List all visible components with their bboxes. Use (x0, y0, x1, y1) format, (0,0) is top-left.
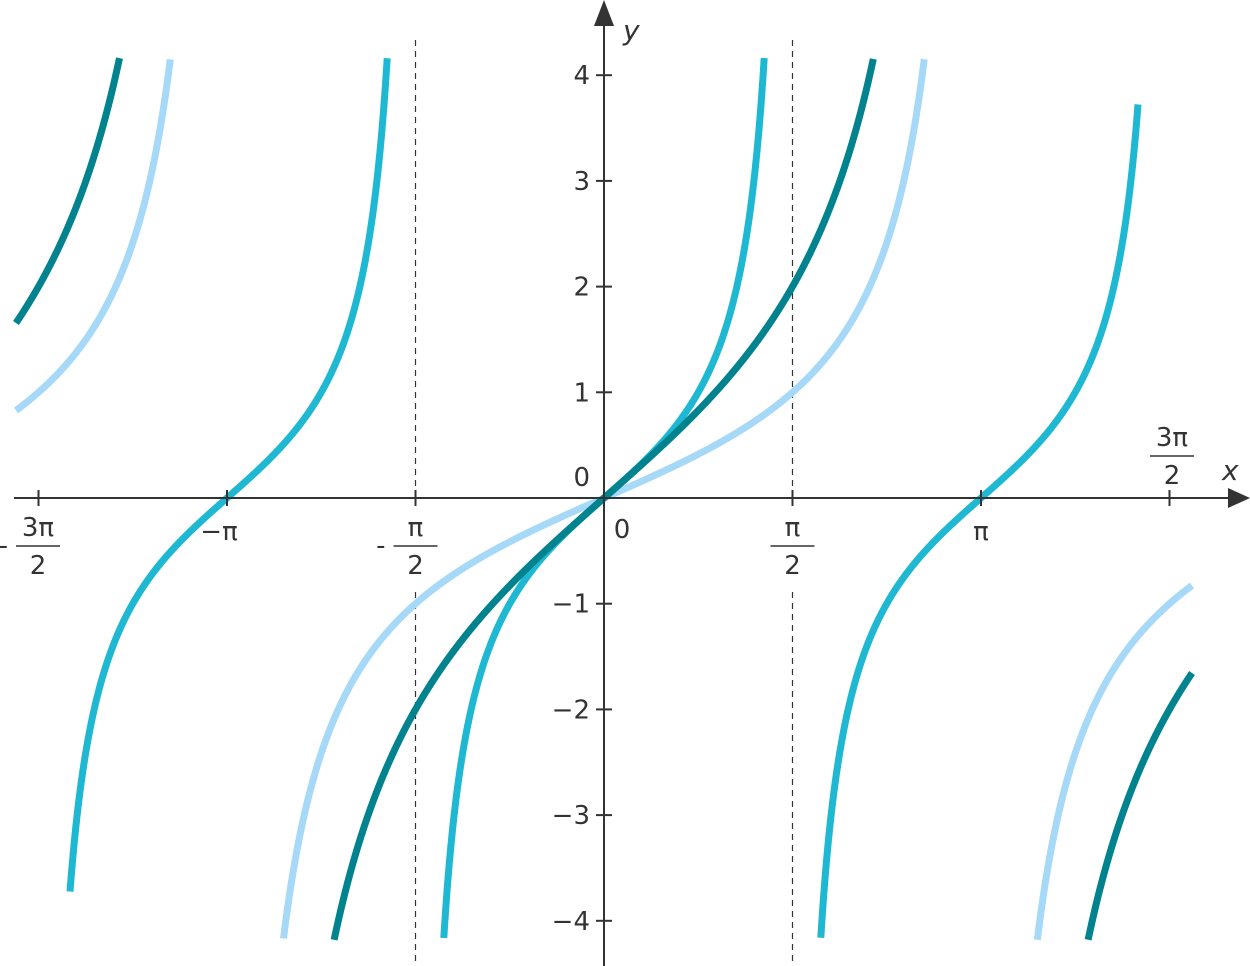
x-zero-label: 0 (614, 515, 631, 545)
y-tick-label-3: −1 (552, 590, 590, 620)
curve-layer (12, 55, 1196, 943)
y-tick-label-0: −4 (552, 907, 590, 937)
x-tick-fraction-numerator-2: π (408, 513, 424, 543)
series-2-branch-0 (12, 55, 123, 327)
x-tick-label-4: π (973, 517, 989, 547)
series-2-branch-2 (1084, 669, 1196, 943)
axis-layer: x y 0 0 (14, 0, 1250, 966)
asymptote-layer (414, 40, 794, 966)
x-tick-fraction-numerator-0: 3π (22, 513, 54, 543)
x-tick-fraction-sign-0: - (0, 531, 8, 561)
x-axis-title: x (1221, 454, 1239, 487)
x-tick-label-1: −π (200, 517, 237, 547)
x-tick-fraction-5: 3π2 (1150, 423, 1194, 491)
y-tick-label-6: 3 (573, 167, 590, 197)
y-axis-title: y (622, 14, 640, 47)
x-tick-fraction-numerator-5: 3π (1156, 423, 1188, 453)
x-tick-fraction-denominator-3: 2 (784, 551, 801, 581)
x-tick-fraction-2: π 2- (376, 513, 438, 581)
x-axis-arrow-icon (1228, 488, 1250, 508)
y-tick-label-5: 2 (573, 273, 590, 303)
x-tick-fraction-0: 3π 2- (0, 513, 60, 581)
y-tick-label-1: −3 (552, 801, 590, 831)
y-tick-label-7: 4 (573, 61, 590, 91)
x-tick-fraction-3: π2 (770, 513, 815, 581)
y-tick-label-2: −2 (552, 695, 590, 725)
y-axis-arrow-icon (594, 0, 614, 26)
y-zero-label: 0 (573, 463, 590, 493)
series-1-branch-0 (66, 57, 391, 893)
series-1-branch-2 (817, 103, 1142, 939)
series-0-branch-2 (1033, 582, 1196, 942)
y-tick-label-4: 1 (573, 378, 590, 408)
x-tick-fraction-denominator-2: 2 (407, 551, 424, 581)
x-tick-fraction-sign-2: - (376, 531, 385, 561)
x-tick-fraction-denominator-0: 2 (30, 551, 47, 581)
x-tick-fraction-numerator-3: π (785, 513, 801, 543)
x-tick-fraction-denominator-5: 2 (1164, 461, 1181, 491)
series-0-branch-0 (12, 57, 174, 414)
